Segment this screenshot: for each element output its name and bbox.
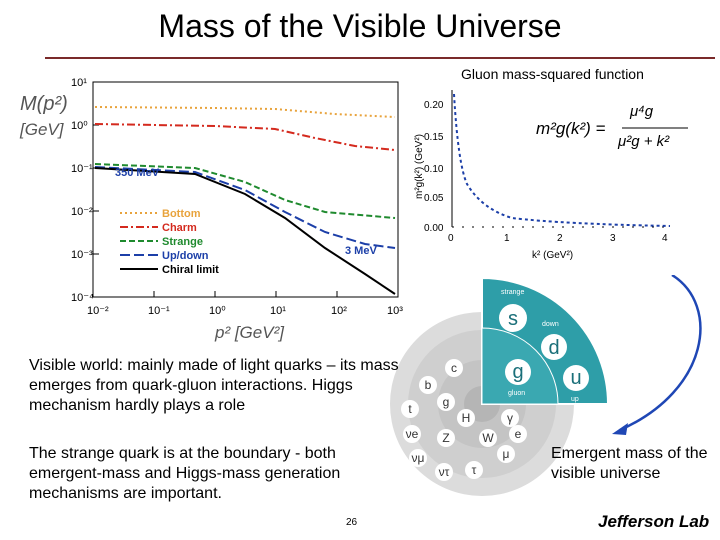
particle-nu-tau: ντ [439,465,450,479]
particle-b: b [425,378,432,392]
gluon-plot: m²g(k²) (GeV²) 0.20 0.15 0.10 0.05 0.00 … [414,90,688,261]
jefferson-lab-logo: Jefferson Lab [598,512,710,531]
gluon-ytick: 0.00 [424,223,444,234]
mass-x-ticks: 10⁻² 10⁻¹ 10⁰ 10¹ 10² 10³ [87,305,403,317]
particle-h: H [462,411,471,425]
particle-photon: γ [507,411,513,425]
particle-nu-e: νe [406,427,419,441]
curve-charm [94,123,396,151]
gluon-xtick: 4 [662,233,668,244]
mass-ylabel-unit: [GeV] [19,120,65,139]
gluon-xtick: 2 [557,233,563,244]
gluon-xlabel: k² (GeV²) [532,250,573,261]
particle-t: t [408,402,412,416]
mass-ytick: 10⁻¹ [71,163,93,175]
particle-d: d [548,337,559,359]
gluon-formula-num: μ⁴g [629,103,654,120]
other-particles: c b t g H Z W γ e μ τ νe νμ ντ [401,359,527,481]
mass-ytick: 10⁰ [71,120,88,132]
particle-g: g [512,361,523,383]
particle-u: u [570,367,581,389]
mass-xtick: 10⁻² [87,305,109,317]
annotation-3mev: 3 MeV [345,245,377,257]
legend-item-bottom: Bottom [162,208,201,220]
gluon-xtick: 1 [504,233,510,244]
mass-y-ticks: 10¹ 10⁰ 10⁻¹ 10⁻² 10⁻³ 10⁻⁴ [71,77,94,304]
svg-text:gluon: gluon [508,390,525,397]
gluon-formula-lhs: m²g(k²) = [536,119,605,138]
curve-strange [94,163,396,219]
gluon-xtick: 3 [610,233,616,244]
mass-xlabel: p² [GeV²] [214,323,285,342]
legend-item-strange: Strange [162,236,203,248]
particle-nu-mu: νμ [412,451,425,465]
mass-xtick: 10⁰ [209,305,226,317]
legend-item-updown: Up/down [162,250,209,262]
gluon-formula-den: μ²g + k² [617,133,670,150]
curve-chiral [94,167,396,295]
visible-world-text: Visible world: mainly made of light quar… [29,357,399,414]
gluon-ytick: 0.05 [424,193,444,204]
page-number: 26 [346,517,358,528]
mass-ylabel: M(p²) [20,93,68,115]
svg-text:strange: strange [501,289,524,296]
particle-e: e [515,427,522,441]
legend-item-chiral: Chiral limit [162,264,219,276]
mass-function-plot: M(p²) [GeV] 10¹ 10⁰ 10⁻¹ 10⁻² 10⁻³ 10⁻⁴ … [19,77,403,342]
annotation-350mev: 350 MeV [115,167,160,179]
mass-ytick: 10⁻³ [71,249,93,261]
title-divider [45,57,715,59]
gluon-ylabel: m²g(k²) (GeV²) [414,134,425,199]
mass-plot-frame [92,81,399,298]
gluon-curve [453,93,671,227]
gluon-plot-title: Gluon mass-squared function [461,66,644,82]
particle-graviton: g [443,395,450,409]
mass-xtick: 10² [331,305,347,317]
gluon-ytick: 0.10 [424,164,444,175]
highlight-particles: s strange d down g gluon u up [499,289,589,403]
curve-bottom [94,106,396,118]
mass-xtick: 10¹ [270,305,286,317]
strange-quark-text: The strange quark is at the boundary - b… [29,445,341,502]
particle-s: s [508,308,518,330]
gluon-ytick: 0.20 [424,100,444,111]
mass-xtick: 10⁻¹ [148,305,170,317]
svg-text:up: up [571,396,579,403]
particle-wheel: s strange d down g gluon u up c b t g H … [390,276,610,496]
particle-z: Z [442,431,449,445]
mass-ytick: 10⁻² [71,206,93,218]
slide-title: Mass of the Visible Universe [158,8,562,44]
gluon-ytick: 0.15 [424,132,444,143]
mass-xtick: 10³ [387,305,403,317]
curved-arrow [612,275,702,435]
emergent-mass-text: Emergent mass of the visible universe [551,445,708,482]
particle-tau: τ [472,463,477,477]
particle-mu: μ [503,447,510,461]
particle-c: c [451,361,457,375]
curve-updown [94,166,396,249]
legend-item-charm: Charm [162,222,197,234]
svg-text:down: down [542,321,559,328]
mass-ytick: 10¹ [71,77,87,89]
mass-ytick: 10⁻⁴ [71,292,94,304]
particle-w: W [482,431,494,445]
mass-legend: Bottom Charm Strange Up/down Chiral limi… [120,208,219,276]
gluon-xtick: 0 [448,233,454,244]
arrow-head [612,423,628,435]
